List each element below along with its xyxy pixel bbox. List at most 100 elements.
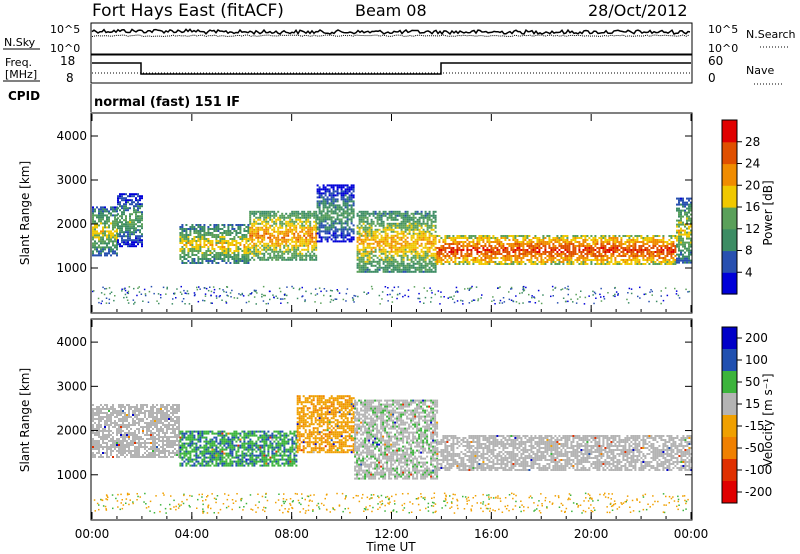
velocity-cell bbox=[98, 428, 100, 430]
power-cell bbox=[362, 246, 365, 249]
power-cell bbox=[342, 200, 345, 203]
power-cell bbox=[358, 268, 361, 271]
power-cell bbox=[126, 299, 129, 301]
power-cell bbox=[642, 253, 645, 255]
power-cell bbox=[263, 248, 266, 251]
power-cell bbox=[123, 213, 125, 216]
power-cell bbox=[108, 242, 110, 245]
power-cell bbox=[237, 250, 240, 252]
power-cell bbox=[366, 254, 369, 257]
power-cell bbox=[672, 251, 675, 253]
velocity-cell bbox=[94, 434, 96, 436]
power-cell bbox=[305, 216, 308, 219]
power-cell bbox=[486, 235, 489, 237]
power-cell bbox=[350, 204, 353, 207]
power-cell bbox=[362, 242, 365, 245]
power-cell bbox=[467, 287, 469, 290]
power-cell bbox=[398, 248, 401, 251]
power-cell bbox=[261, 220, 264, 223]
power-cell bbox=[139, 205, 141, 208]
power-cell bbox=[295, 218, 298, 221]
velocity-cell bbox=[92, 456, 94, 458]
power-cell bbox=[129, 231, 131, 234]
power-cell bbox=[281, 250, 284, 253]
power-cell bbox=[523, 289, 526, 291]
power-cell bbox=[116, 254, 118, 257]
power-cell bbox=[330, 212, 333, 215]
power-cell bbox=[189, 244, 192, 246]
power-cell bbox=[245, 248, 248, 250]
power-cell bbox=[372, 254, 375, 257]
power-cell bbox=[652, 261, 655, 263]
power-cell bbox=[512, 247, 515, 249]
power-cell bbox=[166, 286, 168, 289]
power-cell bbox=[464, 257, 467, 259]
power-cell bbox=[239, 242, 242, 244]
power-cell bbox=[338, 292, 341, 294]
power-cell bbox=[315, 256, 318, 259]
power-cell bbox=[281, 240, 284, 243]
power-cell bbox=[299, 287, 301, 290]
power-cell bbox=[446, 261, 449, 263]
power-cell bbox=[265, 228, 268, 231]
power-cell bbox=[114, 238, 116, 241]
power-cell bbox=[472, 239, 475, 241]
velocity-cell bbox=[92, 432, 94, 434]
power-cell bbox=[279, 246, 282, 249]
power-cell bbox=[309, 214, 312, 217]
power-cell bbox=[279, 220, 282, 223]
power-cell bbox=[374, 254, 377, 257]
power-cell bbox=[586, 235, 589, 237]
power-cell bbox=[121, 245, 123, 248]
power-cell bbox=[608, 241, 611, 243]
power-cell bbox=[424, 296, 427, 299]
power-cell bbox=[239, 228, 242, 230]
power-cell bbox=[286, 294, 288, 297]
power-cell bbox=[203, 238, 206, 240]
power-cell bbox=[652, 255, 655, 257]
power-cell bbox=[560, 247, 563, 249]
power-cell bbox=[626, 298, 628, 301]
power-cell bbox=[139, 197, 141, 200]
power-cell bbox=[538, 245, 541, 247]
power-cell bbox=[558, 249, 561, 251]
power-cell bbox=[396, 234, 399, 237]
power-cell bbox=[428, 212, 431, 215]
power-cell bbox=[532, 245, 535, 247]
velocity-cell bbox=[100, 424, 102, 426]
power-cell bbox=[315, 220, 318, 223]
power-cell bbox=[291, 232, 294, 235]
power-cell bbox=[135, 237, 137, 240]
power-cell bbox=[253, 222, 256, 225]
power-cell bbox=[686, 261, 688, 264]
power-cell bbox=[114, 250, 116, 253]
power-cell bbox=[350, 184, 353, 187]
power-cell bbox=[364, 230, 367, 233]
power-cell bbox=[247, 256, 250, 258]
power-cell bbox=[251, 250, 254, 253]
power-cell bbox=[590, 253, 593, 255]
power-cell bbox=[215, 240, 218, 242]
power-cell bbox=[506, 263, 509, 265]
power-cell bbox=[285, 222, 288, 225]
power-cell bbox=[536, 257, 539, 259]
power-cell bbox=[334, 228, 337, 231]
power-cell bbox=[378, 246, 381, 249]
power-cell bbox=[273, 248, 276, 251]
power-cell bbox=[299, 236, 302, 239]
power-cell bbox=[378, 250, 381, 253]
power-cell bbox=[366, 270, 369, 273]
power-cell bbox=[674, 255, 677, 257]
power-cell bbox=[303, 220, 306, 223]
power-cell bbox=[480, 297, 482, 299]
power-cell bbox=[102, 216, 104, 219]
power-cell bbox=[638, 247, 641, 249]
power-cell bbox=[456, 241, 459, 243]
power-cell bbox=[94, 236, 96, 239]
power-cell bbox=[217, 236, 220, 238]
power-cell bbox=[342, 196, 345, 199]
power-cell bbox=[330, 238, 333, 241]
power-cell bbox=[510, 287, 513, 290]
power-cell bbox=[536, 245, 539, 247]
